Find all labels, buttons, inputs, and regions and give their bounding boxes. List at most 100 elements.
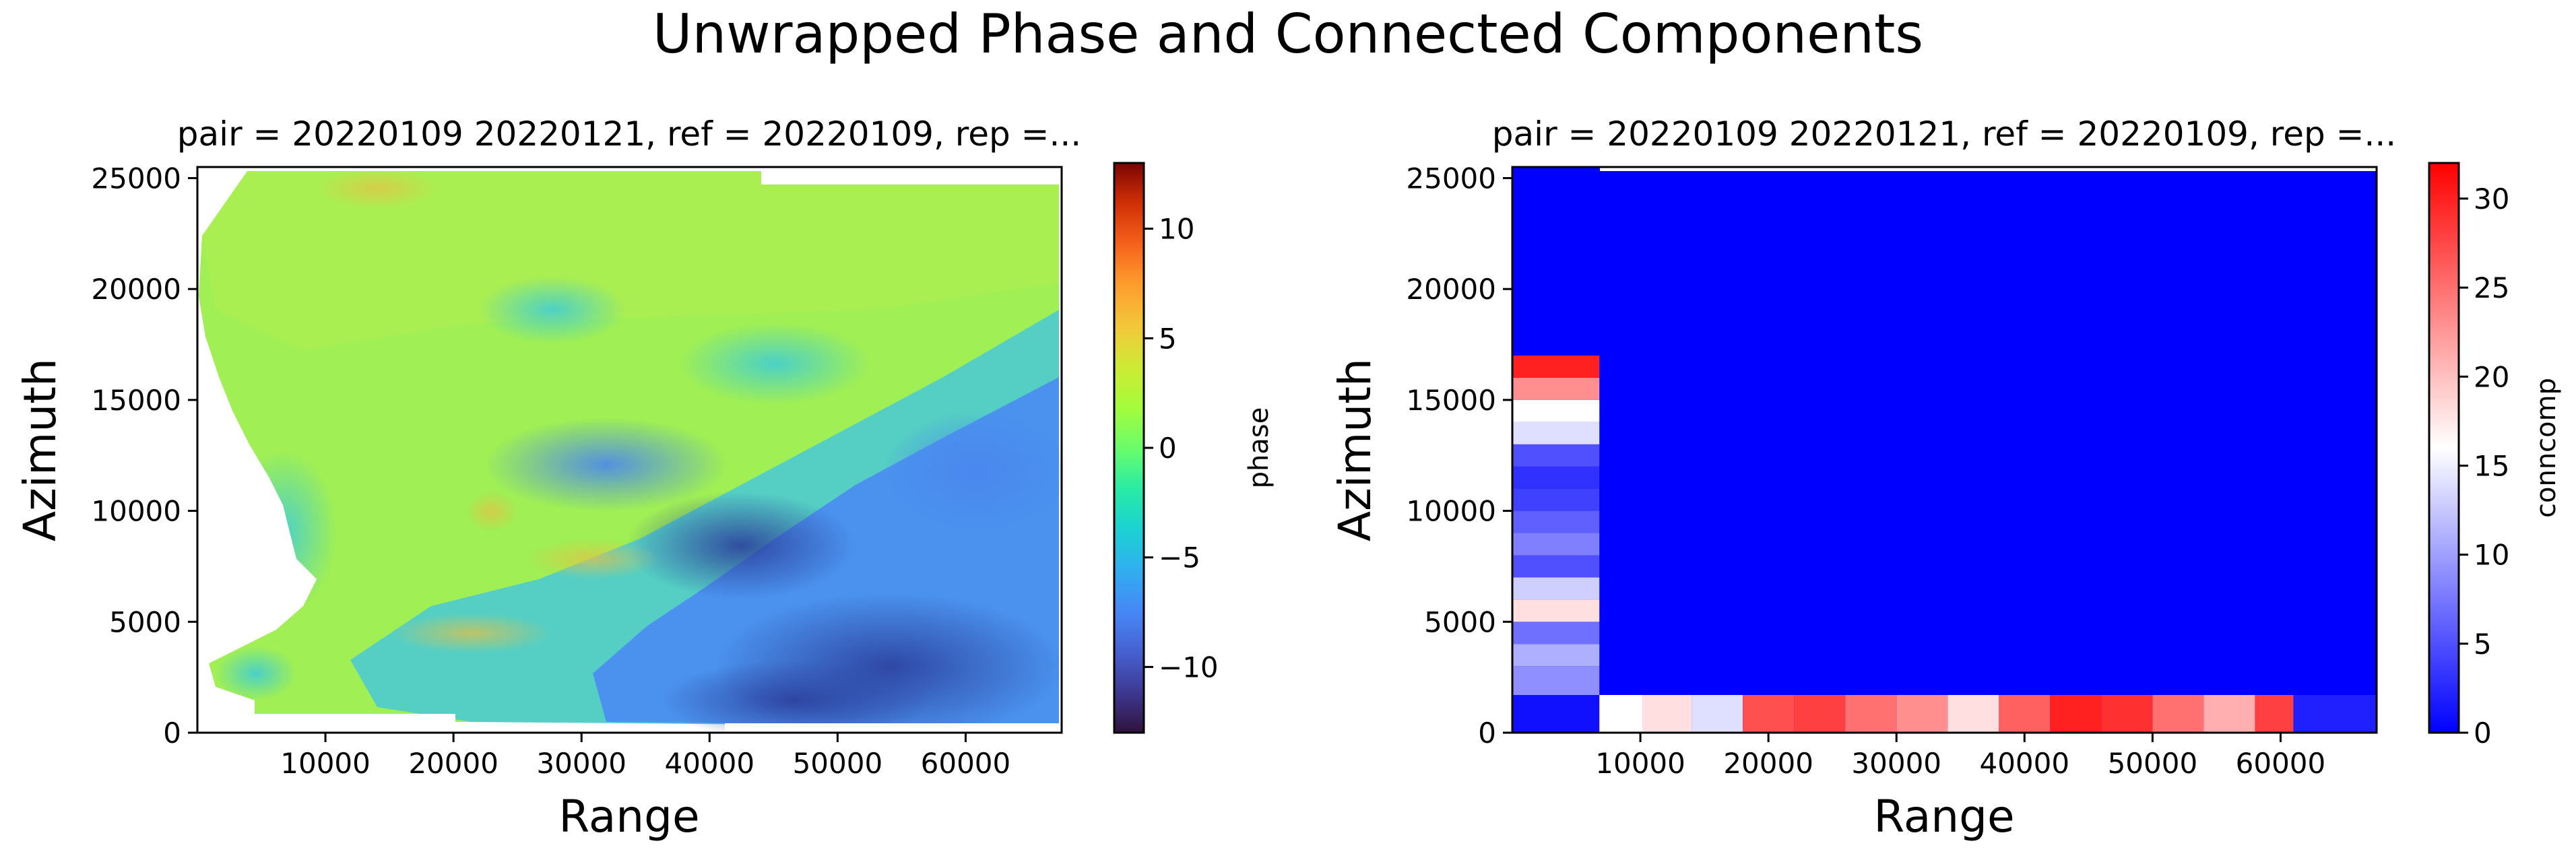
conncomp-left-block bbox=[1512, 666, 1600, 695]
phase-y-tick-label: 10000 bbox=[91, 495, 181, 528]
conncomp-x-tick-label: 50000 bbox=[2108, 747, 2198, 780]
phase-y-tick-label: 15000 bbox=[91, 384, 181, 417]
conncomp-x-axis: 10000 20000 30000 40000 50000 60000 bbox=[1595, 733, 2325, 780]
phase-x-tick-label: 30000 bbox=[536, 747, 626, 780]
conncomp-bottom-block bbox=[2101, 695, 2153, 733]
conncomp-bottom-block bbox=[1692, 695, 1743, 733]
figure-suptitle: Unwrapped Phase and Connected Components bbox=[653, 3, 1923, 65]
phase-warm-blob bbox=[391, 613, 552, 653]
phase-y-tick-label: 25000 bbox=[91, 162, 181, 195]
conncomp-left-block bbox=[1512, 488, 1600, 511]
phase-panel: pair = 20220109 20220121, ref = 20220109… bbox=[14, 114, 1275, 842]
conncomp-left-block bbox=[1512, 555, 1600, 578]
phase-mid-blob bbox=[882, 411, 1062, 532]
phase-nodata-top bbox=[197, 167, 761, 171]
conncomp-x-tick-label: 40000 bbox=[1979, 747, 2069, 780]
conncomp-colorbar-tick-label: 15 bbox=[2474, 449, 2509, 482]
conncomp-x-tick-label: 60000 bbox=[2236, 747, 2326, 780]
phase-y-axis: 0 5000 10000 15000 20000 25000 bbox=[91, 162, 197, 750]
conncomp-left-block bbox=[1512, 466, 1600, 489]
phase-y-tick-label: 0 bbox=[163, 717, 181, 750]
conncomp-y-axis: 0 5000 10000 15000 20000 25000 bbox=[1406, 162, 1512, 750]
conncomp-left-block bbox=[1512, 356, 1600, 378]
phase-cyan-blob bbox=[478, 276, 626, 343]
conncomp-left-block bbox=[1512, 444, 1600, 467]
phase-x-tick-label: 60000 bbox=[921, 747, 1011, 780]
conncomp-axes-frame bbox=[1511, 166, 2378, 734]
phase-cyan-blob bbox=[680, 323, 869, 404]
phase-colorbar-tick-label: 0 bbox=[1159, 432, 1177, 465]
phase-warm-blob bbox=[317, 168, 438, 209]
conncomp-x-tick-label: 10000 bbox=[1595, 747, 1685, 780]
conncomp-left-block bbox=[1512, 622, 1600, 644]
phase-x-tick-label: 50000 bbox=[793, 747, 883, 780]
phase-colorbar-label: phase bbox=[1244, 407, 1275, 489]
conncomp-y-tick-label: 10000 bbox=[1406, 495, 1496, 528]
conncomp-colorbar-ticks: 0 5 10 15 20 25 30 bbox=[2459, 183, 2509, 750]
conncomp-nodata-top-right bbox=[1600, 167, 2377, 171]
conncomp-colorbar-tick-label: 20 bbox=[2474, 360, 2509, 393]
phase-x-tick-label: 10000 bbox=[280, 747, 371, 780]
conncomp-bottom-block bbox=[1743, 695, 1795, 733]
conncomp-y-tick-label: 20000 bbox=[1406, 273, 1496, 306]
conncomp-colorbar-tick-label: 25 bbox=[2474, 271, 2509, 304]
phase-dark-blob bbox=[660, 660, 930, 733]
phase-dark-blob bbox=[626, 492, 856, 599]
phase-warm-blob bbox=[525, 539, 660, 579]
conncomp-left-block bbox=[1512, 422, 1600, 444]
conncomp-bottom-block bbox=[2203, 695, 2255, 733]
conncomp-colorbar-label: conncomp bbox=[2531, 378, 2562, 518]
phase-x-tick-label: 40000 bbox=[664, 747, 754, 780]
conncomp-bottom-block bbox=[1642, 695, 1692, 733]
conncomp-x-tick-label: 30000 bbox=[1851, 747, 1941, 780]
conncomp-bottom-block bbox=[2293, 695, 2377, 733]
phase-nodata-coast bbox=[197, 296, 317, 714]
conncomp-left-block bbox=[1512, 533, 1600, 556]
conncomp-left-block bbox=[1512, 644, 1600, 667]
phase-colorbar-tick-label: −10 bbox=[1159, 651, 1219, 684]
conncomp-colorbar bbox=[2428, 162, 2460, 734]
conncomp-left-block bbox=[1512, 695, 1600, 733]
conncomp-plot-title: pair = 20220109 20220121, ref = 20220109… bbox=[1492, 114, 2396, 154]
conncomp-colorbar-tick-label: 10 bbox=[2474, 539, 2509, 572]
phase-x-axis-label: Range bbox=[558, 791, 699, 842]
conncomp-image bbox=[1512, 167, 2377, 733]
conncomp-colorbar-tick-label: 30 bbox=[2474, 183, 2509, 216]
conncomp-y-tick-label: 25000 bbox=[1406, 162, 1496, 195]
conncomp-panel: pair = 20220109 20220121, ref = 20220109… bbox=[1329, 114, 2562, 842]
phase-nodata-bottom-left bbox=[197, 714, 455, 733]
phase-y-tick-label: 5000 bbox=[109, 605, 181, 638]
conncomp-x-axis-label: Range bbox=[1873, 791, 2014, 842]
conncomp-bottom-block bbox=[1896, 695, 1948, 733]
conncomp-bottom-block bbox=[2255, 695, 2294, 733]
phase-plot-title: pair = 20220109 20220121, ref = 20220109… bbox=[177, 114, 1081, 154]
conncomp-y-tick-label: 0 bbox=[1478, 717, 1496, 750]
conncomp-bottom-block bbox=[1999, 695, 2051, 733]
phase-y-axis-label: Azimuth bbox=[14, 358, 66, 541]
phase-cyan-blob bbox=[216, 646, 296, 700]
phase-nodata-top-right bbox=[761, 167, 1062, 185]
conncomp-y-tick-label: 15000 bbox=[1406, 384, 1496, 417]
conncomp-left-block bbox=[1512, 510, 1600, 533]
conncomp-x-tick-label: 20000 bbox=[1723, 747, 1813, 780]
phase-nodata-bottom-right bbox=[725, 723, 1062, 733]
phase-image bbox=[197, 167, 1062, 733]
conncomp-bottom-block bbox=[1845, 695, 1897, 733]
conncomp-left-block bbox=[1512, 399, 1600, 422]
conncomp-left-block bbox=[1512, 377, 1600, 400]
conncomp-background bbox=[1512, 167, 2377, 733]
conncomp-colorbar-tick-label: 5 bbox=[2474, 628, 2492, 661]
conncomp-y-tick-label: 5000 bbox=[1424, 605, 1496, 638]
conncomp-bottom-block bbox=[1794, 695, 1846, 733]
conncomp-colorbar-tick-label: 0 bbox=[2474, 717, 2492, 750]
conncomp-bottom-block bbox=[2152, 695, 2204, 733]
phase-north-tint bbox=[202, 168, 1059, 350]
phase-axes-frame bbox=[196, 166, 1063, 734]
phase-colorbar-tick-label: −5 bbox=[1159, 541, 1200, 574]
phase-mid-blob bbox=[485, 418, 728, 512]
conncomp-left-block bbox=[1512, 599, 1600, 622]
phase-x-tick-label: 20000 bbox=[408, 747, 498, 780]
conncomp-bottom-block bbox=[1599, 695, 1643, 733]
phase-colorbar-ticks: −10 −5 0 5 10 bbox=[1144, 213, 1219, 684]
